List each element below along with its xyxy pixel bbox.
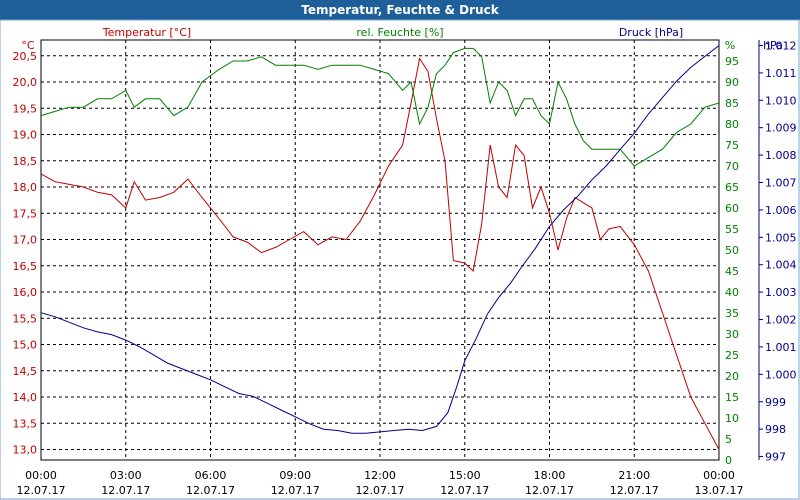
x-time-label: 15:00 <box>449 469 481 482</box>
pressure-axis-label: Druck [hPa] <box>619 26 683 39</box>
humidity-tick-label: 10 <box>725 412 739 425</box>
temperature-tick-label: 15,5 <box>13 312 38 325</box>
pressure-tick-label: 999 <box>765 396 786 409</box>
temperature-tick-label: 17,0 <box>13 234 38 247</box>
pressure-tick-label: 1.006 <box>765 204 797 217</box>
pressure-tick-label: 1.003 <box>765 286 797 299</box>
temperature-tick-label: 16,5 <box>13 260 38 273</box>
temperature-tick-label: 13,5 <box>13 417 38 430</box>
x-date-label: 12.07.17 <box>440 484 489 497</box>
humidity-tick-label: 75 <box>725 139 739 152</box>
humidity-tick-label: 25 <box>725 349 739 362</box>
temperature-tick-label: 18,0 <box>13 181 38 194</box>
temperature-tick-label: 14,5 <box>13 365 38 378</box>
chart-canvas: 13,0 13,5 14,0 14,5 15,0 15,5 16,0 16,5 17,0 17,5… <box>0 0 800 500</box>
temperature-tick-label: 14,0 <box>13 391 38 404</box>
humidity-tick-label: 40 <box>725 286 739 299</box>
temperature-tick-label: 13,0 <box>13 444 38 457</box>
x-date-label: 12.07.17 <box>356 484 405 497</box>
x-time-label: 06:00 <box>195 469 227 482</box>
humidity-tick-label: 65 <box>725 181 739 194</box>
x-date-label: 12.07.17 <box>610 484 659 497</box>
pressure-axis-unit: hPa <box>763 39 783 52</box>
x-time-label: 21:00 <box>618 469 650 482</box>
x-time-label: 03:00 <box>110 469 142 482</box>
x-date-label: 12.07.17 <box>525 484 574 497</box>
temperature-tick-label: 15,0 <box>13 339 38 352</box>
temperature-tick-label: 19,5 <box>13 102 38 115</box>
x-time-label: 12:00 <box>364 469 396 482</box>
pressure-tick-label: 1.008 <box>765 149 797 162</box>
pressure-tick-label: 1.007 <box>765 177 797 190</box>
pressure-tick-label: 1.009 <box>765 122 797 135</box>
temperature-tick-label: 17,5 <box>13 207 38 220</box>
pressure-tick-label: 1.011 <box>765 67 797 80</box>
pressure-tick-label: 1.010 <box>765 94 797 107</box>
x-date-label: 12.07.17 <box>17 484 66 497</box>
humidity-tick-label: 5 <box>725 433 732 446</box>
humidity-tick-label: 85 <box>725 97 739 110</box>
temperature-axis-label: Temperatur [°C] <box>102 26 191 39</box>
humidity-tick-label: 30 <box>725 328 739 341</box>
temperature-axis-unit: °C <box>21 39 35 52</box>
humidity-tick-label: 50 <box>725 244 739 257</box>
humidity-tick-label: 35 <box>725 307 739 320</box>
x-time-label: 18:00 <box>534 469 566 482</box>
humidity-tick-label: 95 <box>725 55 739 68</box>
temperature-tick-label: 16,0 <box>13 286 38 299</box>
temperature-tick-label: 19,0 <box>13 129 38 142</box>
pressure-tick-label: 1.004 <box>765 259 797 272</box>
x-time-label: 00:00 <box>25 469 57 482</box>
temperature-tick-label: 20,0 <box>13 76 38 89</box>
x-date-label: 13.07.17 <box>695 484 744 497</box>
pressure-tick-label: 1.001 <box>765 341 797 354</box>
x-date-label: 12.07.17 <box>101 484 150 497</box>
humidity-tick-label: 90 <box>725 76 739 89</box>
pressure-tick-label: 1.000 <box>765 368 797 381</box>
humidity-tick-label: 70 <box>725 160 739 173</box>
humidity-tick-label: 15 <box>725 391 739 404</box>
pressure-tick-label: 997 <box>765 451 786 464</box>
temperature-tick-label: 18,5 <box>13 155 38 168</box>
humidity-tick-label: 45 <box>725 265 739 278</box>
humidity-axis-label: rel. Feuchte [%] <box>356 26 443 39</box>
pressure-tick-label: 1.002 <box>765 314 797 327</box>
humidity-axis-unit: % <box>725 39 735 52</box>
x-date-label: 12.07.17 <box>186 484 235 497</box>
humidity-tick-label: 60 <box>725 202 739 215</box>
chart-window: Temperatur, Feuchte & Druck 13,0 13,5 14,0… <box>0 0 800 500</box>
pressure-tick-label: 1.005 <box>765 231 797 244</box>
humidity-tick-label: 55 <box>725 223 739 236</box>
humidity-tick-label: 20 <box>725 370 739 383</box>
pressure-tick-label: 998 <box>765 423 786 436</box>
x-date-label: 12.07.17 <box>271 484 320 497</box>
x-time-label: 09:00 <box>279 469 311 482</box>
x-time-label: 00:00 <box>703 469 735 482</box>
humidity-tick-label: 80 <box>725 118 739 131</box>
humidity-tick-label: 0 <box>725 454 732 467</box>
